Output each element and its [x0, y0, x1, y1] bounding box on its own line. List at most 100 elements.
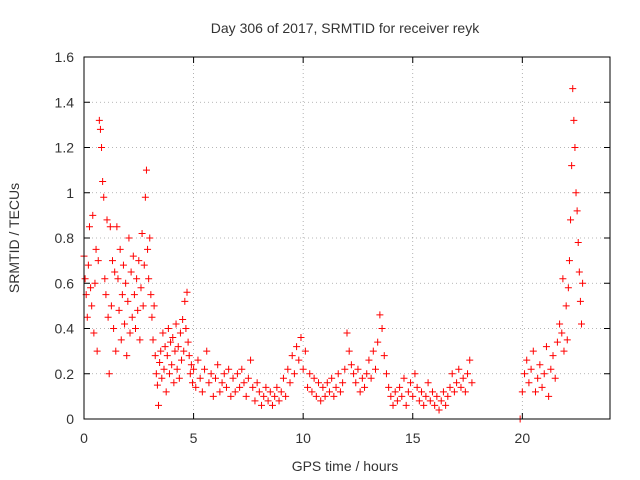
data-point — [87, 284, 95, 292]
data-point — [95, 116, 103, 124]
data-point — [299, 365, 307, 373]
data-point — [106, 223, 114, 231]
data-point — [164, 325, 172, 332]
data-point — [371, 365, 379, 373]
data-point — [558, 329, 566, 337]
data-point — [361, 383, 369, 391]
data-point — [542, 343, 550, 351]
data-point — [186, 370, 194, 378]
data-point — [262, 383, 270, 391]
data-point — [567, 216, 575, 224]
data-point — [352, 379, 360, 387]
data-point — [306, 370, 314, 378]
data-point — [398, 392, 406, 400]
data-point — [84, 261, 92, 269]
data-point — [455, 365, 463, 373]
data-point — [457, 383, 465, 391]
data-point — [551, 374, 559, 382]
data-point — [282, 392, 290, 400]
data-point — [391, 388, 399, 396]
data-point — [108, 257, 116, 265]
data-point — [330, 392, 338, 400]
data-point — [151, 352, 159, 360]
data-point — [160, 365, 168, 373]
data-point — [363, 370, 371, 378]
data-point — [576, 297, 584, 305]
data-point — [559, 275, 567, 283]
data-point — [387, 392, 395, 400]
data-point — [113, 223, 121, 231]
data-point — [266, 388, 274, 396]
data-point — [117, 336, 125, 344]
data-point — [382, 370, 390, 378]
y-tick-label: 1.6 — [55, 49, 75, 65]
data-point — [466, 356, 474, 364]
data-point — [124, 297, 132, 305]
data-point — [536, 361, 544, 369]
data-point — [435, 406, 443, 414]
data-point — [378, 325, 386, 332]
data-point — [413, 383, 421, 391]
data-point — [153, 381, 161, 389]
data-point — [144, 245, 152, 253]
data-point — [136, 336, 144, 344]
data-point — [107, 302, 115, 310]
data-point — [150, 302, 158, 310]
x-tick-label: 5 — [190, 430, 198, 446]
data-point — [198, 388, 206, 396]
data-point — [148, 313, 156, 321]
data-point — [178, 356, 186, 364]
data-point — [187, 361, 195, 369]
data-point — [99, 177, 107, 185]
data-point — [110, 325, 118, 332]
data-point — [105, 370, 113, 378]
data-point — [418, 388, 426, 396]
data-point — [163, 352, 171, 360]
data-point — [88, 302, 96, 310]
data-point — [560, 347, 568, 355]
data-point — [295, 356, 303, 364]
data-point — [271, 392, 279, 400]
data-point — [180, 347, 188, 355]
data-point — [273, 383, 281, 391]
data-point — [400, 374, 408, 382]
data-point — [194, 356, 202, 364]
data-point — [162, 388, 170, 396]
data-point — [319, 383, 327, 391]
data-point — [159, 329, 167, 337]
data-point — [521, 370, 529, 378]
y-tick-label: 0 — [66, 411, 74, 427]
x-axis-label: GPS time / hours — [292, 458, 399, 474]
data-point — [209, 392, 217, 400]
data-point — [450, 388, 458, 396]
data-point — [173, 365, 181, 373]
data-point — [94, 257, 102, 265]
data-point — [242, 392, 250, 400]
data-point — [81, 275, 89, 283]
data-point — [218, 379, 226, 387]
data-point — [579, 279, 587, 287]
data-point — [240, 379, 248, 387]
data-point — [142, 166, 150, 174]
data-point — [96, 125, 104, 133]
data-point — [547, 365, 555, 373]
data-point — [188, 379, 196, 387]
data-point — [380, 352, 388, 360]
data-point — [149, 336, 157, 344]
data-point — [90, 329, 98, 337]
data-point — [275, 397, 283, 405]
data-point — [212, 374, 219, 382]
data-point — [192, 383, 200, 391]
data-point — [350, 370, 358, 378]
data-point — [156, 358, 164, 366]
data-point — [565, 257, 573, 265]
data-point — [134, 306, 142, 314]
x-tick-label: 20 — [515, 430, 531, 446]
data-point — [572, 189, 580, 197]
data-point — [420, 401, 428, 409]
data-point — [312, 392, 320, 400]
data-point — [247, 356, 255, 364]
data-point — [244, 374, 252, 382]
data-point — [122, 279, 130, 287]
